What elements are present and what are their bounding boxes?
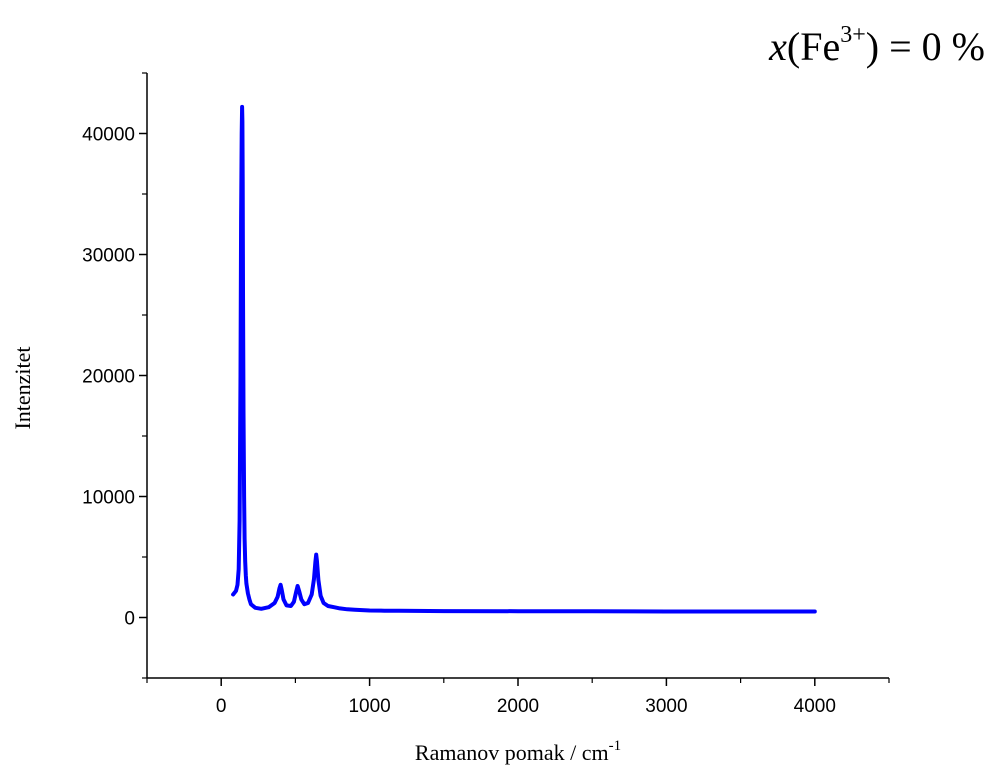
annotation-close: ) = 0 % — [866, 24, 985, 69]
axes — [146, 73, 889, 679]
x-axis-title: Ramanov pomak / cm-1 — [415, 738, 621, 765]
ticks — [139, 72, 890, 686]
y-tick-label: 10000 — [82, 488, 135, 509]
annotation-sup: 3+ — [840, 22, 866, 48]
x-tick-label: 0 — [216, 696, 227, 717]
y-tick-label: 40000 — [82, 125, 135, 146]
annotation-open: (Fe — [787, 24, 840, 69]
x-axis-title-sup: -1 — [609, 738, 622, 754]
x-tick-label: 3000 — [645, 696, 687, 717]
x-tick-label: 2000 — [497, 696, 539, 717]
x-tick-label: 1000 — [348, 696, 390, 717]
y-tick-label: 0 — [124, 609, 135, 630]
y-tick-label: 30000 — [82, 246, 135, 267]
x-axis-title-main: Ramanov pomak / cm — [415, 740, 609, 765]
series-layer — [231, 104, 817, 614]
y-tick-label: 20000 — [82, 367, 135, 388]
series-line-0 — [231, 104, 817, 614]
x-tick-label: 4000 — [794, 696, 836, 717]
annotation-var: x — [768, 24, 787, 69]
y-axis-title: Intenzitet — [10, 346, 35, 429]
chart-annotation: x(Fe3+) = 0 % — [768, 22, 985, 69]
